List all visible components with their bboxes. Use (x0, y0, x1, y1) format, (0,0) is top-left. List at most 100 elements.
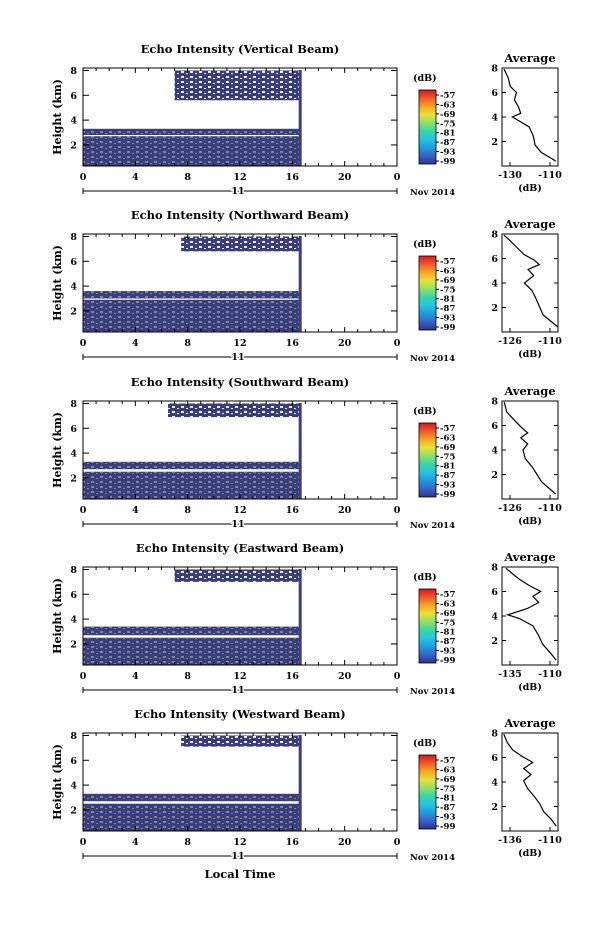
colorbar-tick-label: -75 (440, 784, 455, 794)
day-label: 11 (231, 851, 244, 862)
colorbar-tick-label: -81 (440, 628, 455, 638)
y-tick-label: 4 (70, 781, 77, 792)
colorbar-tick-label: -69 (440, 110, 455, 120)
avg-y-tick-label: 6 (491, 587, 498, 598)
avg-y-tick-label: 2 (491, 636, 498, 647)
avg-y-tick-label: 4 (491, 778, 498, 789)
panel-title: Echo Intensity (Eastward Beam) (136, 541, 344, 555)
y-tick-label: 6 (70, 91, 77, 102)
x-tick-label: 0 (394, 338, 401, 349)
avg-x-label: (dB) (518, 516, 542, 527)
y-tick-label: 2 (70, 805, 77, 816)
avg-y-tick-label: 4 (491, 612, 498, 623)
echo-texture (83, 128, 301, 135)
y-tick-label: 6 (70, 257, 77, 268)
x-tick-label: 12 (233, 505, 246, 516)
echo-texture (83, 461, 301, 470)
avg-y-tick-label: 6 (491, 421, 498, 432)
avg-x-tick-label: -110 (538, 669, 562, 680)
colorbar-tick-label: -87 (440, 471, 455, 481)
x-tick-label: 12 (233, 837, 246, 848)
colorbar-tick-label: -75 (440, 119, 455, 129)
avg-y-tick-label: 6 (491, 254, 498, 265)
average-title: Average (503, 51, 555, 65)
y-tick-label: 6 (70, 590, 77, 601)
avg-x-tick-label: -136 (498, 835, 522, 846)
avg-x-tick-label: -135 (498, 669, 522, 680)
avg-x-tick-label: -110 (538, 503, 562, 514)
colorbar-tick-label: -75 (440, 618, 455, 628)
avg-x-tick-label: -110 (538, 170, 562, 181)
colorbar-unit: (dB) (413, 572, 437, 583)
avg-y-tick-label: 8 (491, 230, 498, 241)
panel-title: Echo Intensity (Westward Beam) (134, 707, 345, 721)
x-tick-label: 12 (233, 172, 246, 183)
average-profile-line (503, 402, 557, 495)
date-label: Nov 2014 (410, 687, 455, 697)
panel-2: Echo Intensity (Northward Beam)0 4 8 12 16 20… (51, 208, 562, 365)
y-tick-label: 2 (70, 140, 77, 151)
colorbar-tick-label: -93 (440, 647, 455, 657)
echo-texture (181, 236, 301, 252)
date-label: Nov 2014 (410, 188, 455, 198)
y-axis-label: Height (km) (51, 79, 64, 155)
colorbar-tick-label: -69 (440, 443, 455, 453)
echo-texture (83, 637, 301, 665)
x-tick-label: 4 (132, 172, 139, 183)
x-tick-label: 12 (233, 671, 246, 682)
x-axis-label: Local Time (205, 867, 276, 881)
colorbar-tick-label: -63 (440, 433, 455, 443)
colorbar-tick-label: -93 (440, 813, 455, 823)
echo-texture (83, 136, 301, 166)
average-title: Average (503, 384, 555, 398)
average-title: Average (503, 716, 555, 730)
avg-x-label: (dB) (518, 349, 542, 360)
colorbar-unit: (dB) (413, 73, 437, 84)
echo-texture (83, 291, 301, 299)
colorbar (418, 255, 437, 331)
avg-x-tick-label: -110 (538, 835, 562, 846)
data-end-edge (298, 569, 302, 665)
y-tick-label: 6 (70, 424, 77, 435)
echo-texture (83, 471, 301, 499)
avg-y-tick-label: 6 (491, 88, 498, 99)
avg-y-tick-label: 8 (491, 64, 498, 75)
average-title: Average (503, 550, 555, 564)
colorbar-tick-label: -99 (440, 822, 455, 832)
y-tick-label: 8 (70, 565, 77, 576)
y-axis-label: Height (km) (51, 578, 64, 654)
colorbar-tick-label: -99 (440, 656, 455, 666)
date-label: Nov 2014 (410, 354, 455, 364)
x-tick-label: 20 (338, 837, 352, 848)
avg-x-label: (dB) (518, 848, 542, 859)
panel-title: Echo Intensity (Southward Beam) (131, 375, 349, 389)
avg-y-tick-label: 8 (491, 563, 498, 574)
y-tick-label: 2 (70, 639, 77, 650)
x-tick-label: 20 (338, 172, 352, 183)
echo-texture (83, 793, 301, 802)
x-tick-label: 16 (286, 338, 300, 349)
x-tick-label: 8 (184, 338, 191, 349)
x-tick-label: 4 (132, 505, 139, 516)
colorbar-tick-label: -63 (440, 599, 455, 609)
day-label: 11 (231, 186, 244, 197)
colorbar-tick-label: -87 (440, 637, 455, 647)
echo-texture (174, 569, 301, 582)
data-end-edge (298, 735, 302, 831)
avg-y-tick-label: 6 (491, 753, 498, 764)
average-profile-line (503, 234, 559, 328)
x-tick-label: 0 (394, 837, 401, 848)
colorbar-tick-label: -63 (440, 765, 455, 775)
colorbar (418, 754, 437, 830)
avg-y-tick-label: 2 (491, 137, 498, 148)
x-tick-label: 20 (338, 505, 352, 516)
echo-texture (83, 626, 301, 636)
colorbar-tick-label: -75 (440, 285, 455, 295)
x-tick-label: 4 (132, 837, 139, 848)
date-label: Nov 2014 (410, 853, 455, 863)
avg-y-tick-label: 4 (491, 279, 498, 290)
x-tick-label: 0 (394, 671, 401, 682)
panel-1: Echo Intensity (Vertical Beam) 0 4 8 12 16 20 0… (51, 42, 562, 199)
data-end-edge (298, 70, 302, 166)
x-tick-label: 8 (184, 837, 191, 848)
